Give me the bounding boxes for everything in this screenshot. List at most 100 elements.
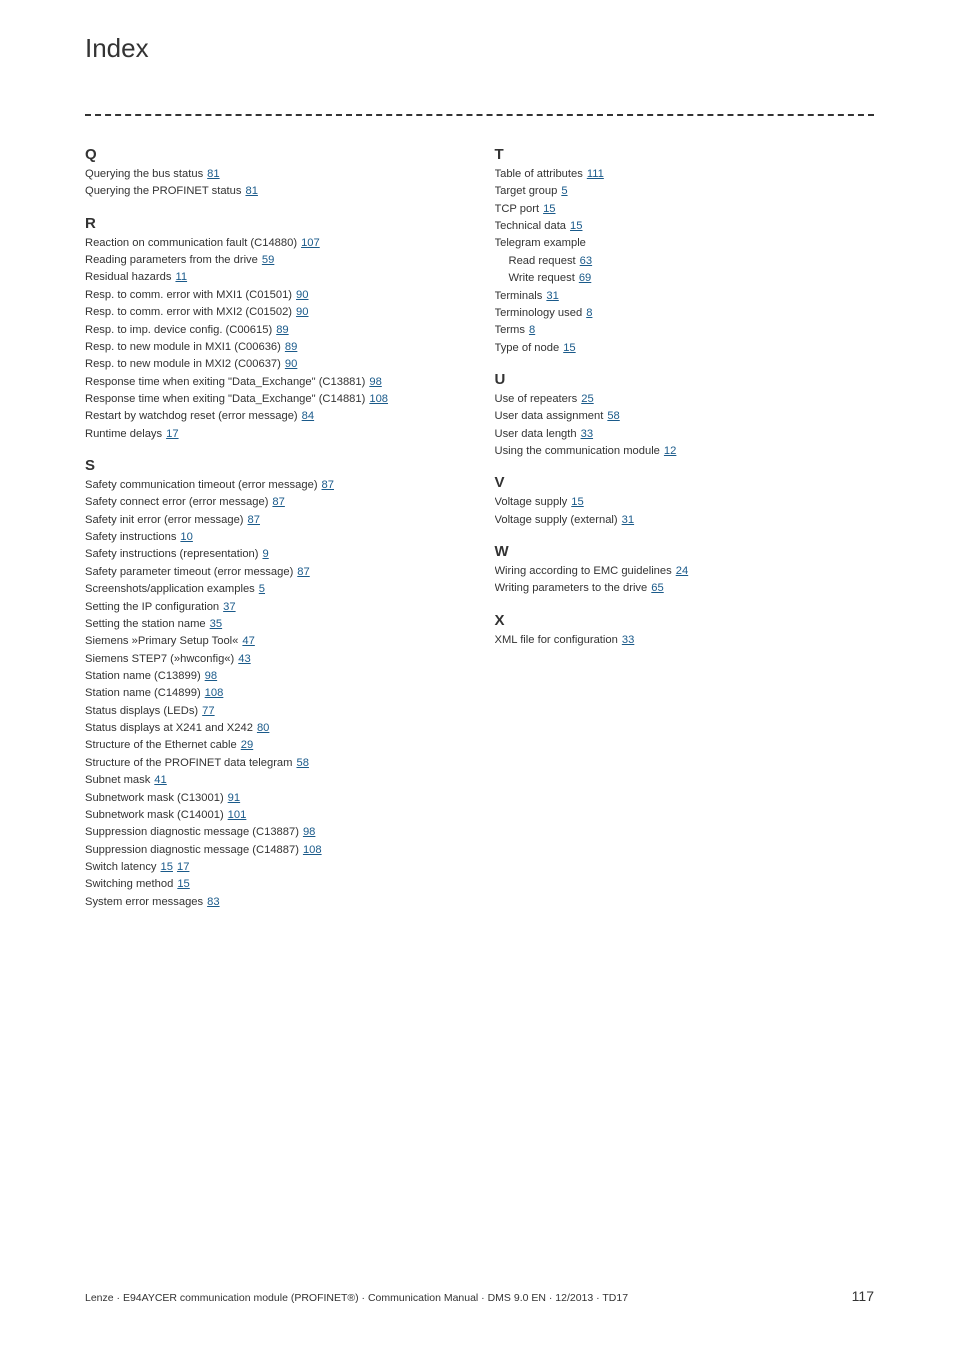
index-entry-text: Runtime delays	[85, 428, 162, 440]
page-ref-link[interactable]: 5	[561, 185, 567, 197]
index-entry: Setting the IP configuration37	[85, 599, 465, 616]
footer-text: Lenze · E94AYCER communication module (P…	[85, 1292, 628, 1304]
page-ref-link[interactable]: 12	[664, 445, 676, 457]
index-entry: Target group5	[495, 183, 875, 200]
index-entry: Resp. to new module in MXI1 (C00636)89	[85, 339, 465, 356]
page-ref-link[interactable]: 107	[301, 237, 320, 249]
index-entry-text: Siemens STEP7 (»hwconfig«)	[85, 653, 234, 665]
index-entry: User data length33	[495, 426, 875, 443]
page-ref-link[interactable]: 63	[580, 255, 592, 267]
page-ref-link[interactable]: 89	[285, 341, 297, 353]
index-entry-text: Terminology used	[495, 307, 583, 319]
page-ref-link[interactable]: 17	[166, 428, 178, 440]
page-ref-link[interactable]: 98	[303, 826, 315, 838]
page-ref-link[interactable]: 81	[245, 185, 257, 197]
page-ref-link[interactable]: 15	[177, 878, 189, 890]
page-ref-link[interactable]: 17	[177, 861, 189, 873]
page-ref-link[interactable]: 65	[651, 582, 663, 594]
page-ref-link[interactable]: 98	[369, 376, 381, 388]
page-ref-link[interactable]: 81	[207, 168, 219, 180]
page-ref-link[interactable]: 58	[296, 757, 308, 769]
page-ref-link[interactable]: 10	[180, 531, 192, 543]
page-footer: Lenze · E94AYCER communication module (P…	[85, 1288, 874, 1304]
page-ref-link[interactable]: 87	[272, 496, 284, 508]
index-entry-text: Resp. to comm. error with MXI2 (C01502)	[85, 306, 292, 318]
page-ref-link[interactable]: 87	[248, 514, 260, 526]
page-ref-link[interactable]: 77	[202, 705, 214, 717]
page-ref-link[interactable]: 8	[586, 307, 592, 319]
page-ref-link[interactable]: 108	[205, 687, 224, 699]
page-ref-link[interactable]: 31	[546, 290, 558, 302]
index-letter: V	[495, 474, 875, 491]
page-ref-link[interactable]: 33	[581, 428, 593, 440]
index-entry-text: Reaction on communication fault (C14880)	[85, 237, 297, 249]
page-ref-link[interactable]: 29	[241, 739, 253, 751]
page-ref-link[interactable]: 58	[607, 410, 619, 422]
page-ref-link[interactable]: 91	[228, 792, 240, 804]
page-ref-link[interactable]: 90	[285, 358, 297, 370]
page-ref-link[interactable]: 108	[303, 844, 322, 856]
index-entry: Writing parameters to the drive65	[495, 580, 875, 597]
page-ref-link[interactable]: 25	[581, 393, 593, 405]
index-entry: System error messages83	[85, 894, 465, 911]
page-ref-link[interactable]: 69	[579, 272, 591, 284]
page-ref-link[interactable]: 15	[570, 220, 582, 232]
index-entry-text: Station name (C13899)	[85, 670, 201, 682]
page-ref-link[interactable]: 31	[622, 514, 634, 526]
index-entry: Reaction on communication fault (C14880)…	[85, 235, 465, 252]
page-ref-link[interactable]: 43	[238, 653, 250, 665]
page-ref-link[interactable]: 35	[210, 618, 222, 630]
page-ref-link[interactable]: 84	[302, 410, 314, 422]
page-ref-link[interactable]: 89	[276, 324, 288, 336]
page-ref-link[interactable]: 108	[369, 393, 388, 405]
index-entry: Subnetwork mask (C14001)101	[85, 807, 465, 824]
index-entry-text: Residual hazards	[85, 271, 171, 283]
index-entry: Using the communication module12	[495, 443, 875, 460]
page-ref-link[interactable]: 24	[676, 565, 688, 577]
index-entry: Wiring according to EMC guidelines24	[495, 563, 875, 580]
page-ref-link[interactable]: 11	[175, 271, 187, 283]
index-entry: Resp. to comm. error with MXI1 (C01501) 9…	[85, 287, 465, 304]
page-ref-link[interactable]: 87	[297, 566, 309, 578]
index-entry-text: Resp. to new module in MXI2 (C00637)	[85, 358, 281, 370]
page-ref-link[interactable]: 8	[529, 324, 535, 336]
page-ref-link[interactable]: 9	[263, 548, 269, 560]
index-entry: Response time when exiting "Data_Exchang…	[85, 374, 465, 391]
page-ref-link[interactable]: 15	[161, 861, 173, 873]
index-entry: Safety parameter timeout (error message)…	[85, 564, 465, 581]
page-ref-link[interactable]: 15	[543, 203, 555, 215]
page-ref-link[interactable]: 87	[322, 479, 334, 491]
index-entry: Type of node15	[495, 340, 875, 357]
page-ref-link[interactable]: 98	[205, 670, 217, 682]
index-entry: Querying the PROFINET status81	[85, 183, 465, 200]
page-ref-link[interactable]: 37	[223, 601, 235, 613]
page-ref-link[interactable]: 5	[259, 583, 265, 595]
index-entry: Suppression diagnostic message (C13887)9…	[85, 824, 465, 841]
index-entry: Resp. to imp. device config. (C00615)89	[85, 322, 465, 339]
index-entry: Safety init error (error message) 87	[85, 512, 465, 529]
page-ref-link[interactable]: 111	[587, 168, 604, 180]
right-column: TTable of attributes111Target group5TCP …	[495, 146, 875, 911]
index-entry-text: Resp. to comm. error with MXI1 (C01501)	[85, 289, 292, 301]
page-ref-link[interactable]: 15	[563, 342, 575, 354]
index-entry-text: Safety init error (error message)	[85, 514, 244, 526]
page-ref-link[interactable]: 33	[622, 634, 634, 646]
page-ref-link[interactable]: 41	[154, 774, 166, 786]
page-ref-link[interactable]: 90	[296, 306, 308, 318]
page-ref-link[interactable]: 59	[262, 254, 274, 266]
index-entry: Reading parameters from the drive59	[85, 252, 465, 269]
page-ref-link[interactable]: 83	[207, 896, 219, 908]
left-column: QQuerying the bus status81Querying the P…	[85, 146, 465, 911]
page-ref-link[interactable]: 47	[242, 635, 254, 647]
index-entry-text: Status displays (LEDs)	[85, 705, 198, 717]
page-ref-link[interactable]: 90	[296, 289, 308, 301]
index-entry-text: Siemens »Primary Setup Tool«	[85, 635, 238, 647]
index-entry-text: Switch latency	[85, 861, 157, 873]
page-ref-link[interactable]: 80	[257, 722, 269, 734]
page-ref-link[interactable]: 101	[228, 809, 247, 821]
index-entry-text: Response time when exiting "Data_Exchang…	[85, 393, 365, 405]
page-ref-link[interactable]: 15	[571, 496, 583, 508]
index-entry-text: Suppression diagnostic message (C14887)	[85, 844, 299, 856]
index-entry: Resp. to comm. error with MXI2 (C01502) 9…	[85, 304, 465, 321]
index-entry: Restart by watchdog reset (error message…	[85, 408, 465, 425]
